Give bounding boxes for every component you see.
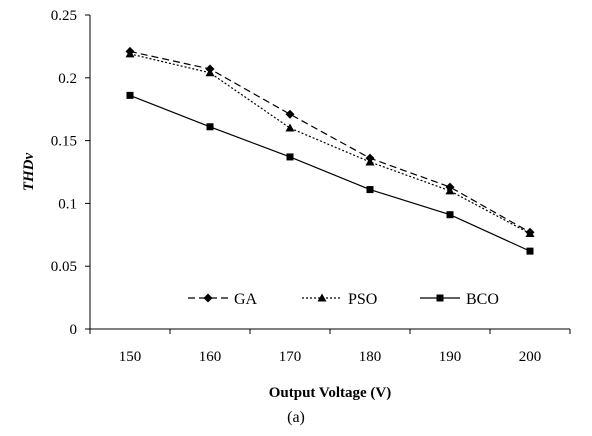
x-tick-label: 200 [519,349,542,365]
figure-caption: (a) [287,409,305,426]
data-point-bco [526,247,534,255]
y-tick-label: 0.1 [58,196,77,212]
series-line-pso [129,53,531,235]
y-tick-label: 0 [70,322,78,338]
series-bco [126,91,534,255]
x-tick-label: 160 [199,349,222,365]
series-pso [125,49,535,238]
x-tick-label: 190 [439,349,462,365]
data-point-pso [205,68,215,77]
data-point-pso [365,157,375,166]
series-ga [125,46,535,237]
y-tick-label: 0.05 [51,259,77,275]
x-tick-label: 180 [359,349,382,365]
data-point-pso [285,123,295,132]
series-lines [125,46,535,255]
data-point-bco [366,186,374,194]
legend-marker-ga [203,293,213,303]
data-point-ga [285,109,295,119]
data-point-bco [286,153,294,161]
legend-label-ga: GA [234,291,258,308]
axes [85,14,571,334]
data-point-bco [446,211,454,219]
data-point-pso [525,229,535,238]
data-point-pso [445,186,455,195]
legend: GA PSO BCO [188,291,499,308]
x-tick-label: 170 [279,349,302,365]
data-point-pso [125,49,135,58]
legend-marker-pso [317,293,327,302]
data-point-bco [126,91,134,99]
data-point-bco [206,123,214,131]
y-tick-label: 0.15 [51,134,77,150]
legend-marker-bco [436,294,444,302]
legend-label-pso: PSO [348,291,377,308]
legend-label-bco: BCO [466,291,499,308]
y-axis-label: THDv [21,153,37,192]
x-axis-label: Output Voltage (V) [269,385,392,401]
y-tick-label: 0.2 [58,71,77,87]
series-line-ga [129,50,531,233]
series-line-bco [129,94,531,252]
x-tick-labels: 150 160 170 180 190 200 [119,349,542,365]
y-tick-labels: 0 0.05 0.1 0.15 0.2 0.25 [51,8,77,338]
y-tick-label: 0.25 [51,8,77,24]
x-tick-label: 150 [119,349,142,365]
